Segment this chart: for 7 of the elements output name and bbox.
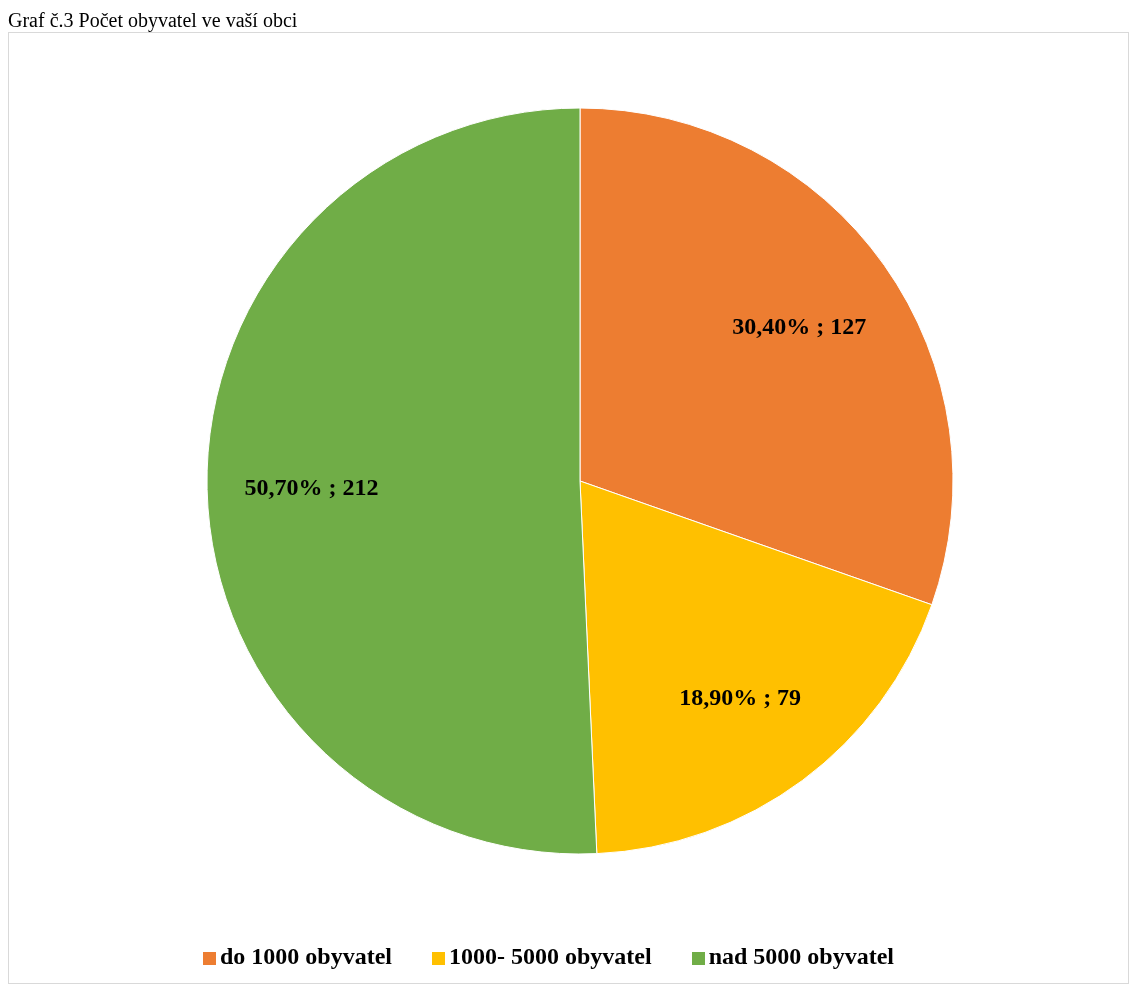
data-label: 30,40% ; 127 [732, 312, 867, 339]
data-label: 50,70% ; 212 [244, 474, 379, 501]
data-label: 18,90% ; 79 [679, 683, 802, 710]
chart-title: Graf č.3 Počet obyvatel ve vaší obci [8, 8, 299, 32]
legend-label: 1000- 5000 obyvatel [449, 943, 652, 969]
legend-label: nad 5000 obyvatel [708, 943, 895, 969]
legend-label: do 1000 obyvatel [219, 943, 392, 969]
